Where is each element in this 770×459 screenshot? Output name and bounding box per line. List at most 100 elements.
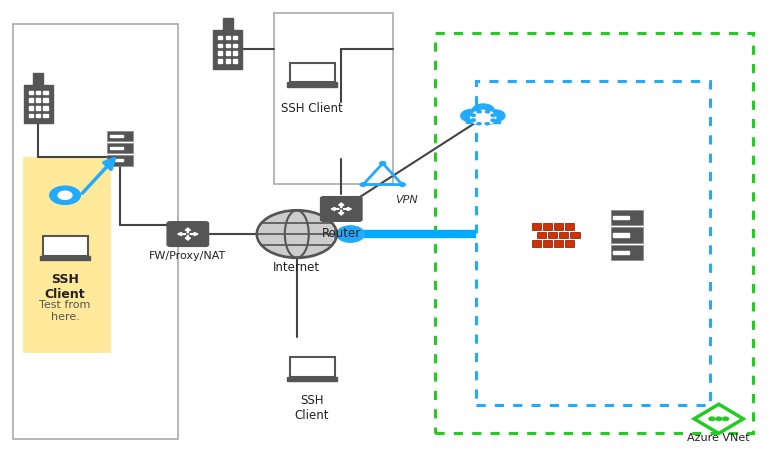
- Bar: [219, 44, 223, 47]
- FancyBboxPatch shape: [213, 30, 243, 69]
- Circle shape: [477, 123, 481, 125]
- Bar: [233, 44, 237, 47]
- Circle shape: [486, 110, 505, 122]
- FancyBboxPatch shape: [33, 73, 43, 84]
- Circle shape: [723, 417, 728, 420]
- Circle shape: [470, 116, 477, 119]
- Circle shape: [336, 226, 364, 242]
- Bar: [109, 159, 122, 162]
- Text: SSH
Client: SSH Client: [295, 394, 330, 422]
- Bar: [109, 147, 122, 149]
- Circle shape: [59, 191, 72, 199]
- FancyBboxPatch shape: [611, 245, 643, 260]
- Bar: [565, 241, 574, 247]
- Circle shape: [470, 115, 484, 124]
- Bar: [109, 134, 122, 137]
- Bar: [226, 59, 229, 63]
- Bar: [29, 114, 33, 118]
- Text: Internet: Internet: [273, 261, 320, 274]
- Bar: [531, 223, 541, 230]
- Circle shape: [474, 112, 479, 115]
- Circle shape: [482, 115, 497, 124]
- FancyBboxPatch shape: [611, 227, 643, 243]
- Circle shape: [477, 114, 490, 122]
- Bar: [554, 241, 563, 247]
- FancyBboxPatch shape: [107, 155, 133, 166]
- FancyArrow shape: [339, 210, 344, 215]
- Circle shape: [485, 111, 490, 113]
- Circle shape: [360, 183, 366, 186]
- Circle shape: [490, 116, 496, 119]
- Circle shape: [480, 122, 486, 125]
- FancyBboxPatch shape: [107, 131, 133, 141]
- Bar: [571, 232, 580, 239]
- Bar: [226, 51, 229, 55]
- Circle shape: [487, 112, 493, 115]
- FancyBboxPatch shape: [13, 24, 178, 439]
- Circle shape: [400, 183, 405, 186]
- Bar: [537, 232, 546, 239]
- Bar: [548, 232, 557, 239]
- Circle shape: [471, 119, 475, 121]
- FancyBboxPatch shape: [42, 236, 88, 256]
- Circle shape: [380, 162, 386, 165]
- Bar: [565, 223, 574, 230]
- Circle shape: [485, 123, 489, 125]
- FancyBboxPatch shape: [24, 84, 53, 123]
- FancyBboxPatch shape: [290, 357, 334, 377]
- FancyBboxPatch shape: [290, 63, 334, 83]
- Bar: [219, 51, 223, 55]
- Circle shape: [477, 111, 481, 113]
- Circle shape: [716, 417, 721, 420]
- Bar: [36, 114, 40, 118]
- Bar: [219, 36, 223, 39]
- Bar: [613, 251, 629, 254]
- Bar: [29, 98, 33, 102]
- FancyBboxPatch shape: [466, 116, 500, 123]
- FancyBboxPatch shape: [40, 256, 90, 260]
- FancyBboxPatch shape: [287, 377, 337, 381]
- FancyArrow shape: [185, 228, 190, 233]
- Bar: [219, 59, 223, 63]
- Text: FW/Proxy/NAT: FW/Proxy/NAT: [149, 252, 226, 261]
- FancyArrow shape: [339, 203, 344, 207]
- Circle shape: [491, 114, 495, 117]
- Bar: [29, 106, 33, 110]
- Bar: [554, 223, 563, 230]
- Bar: [36, 91, 40, 94]
- FancyBboxPatch shape: [287, 83, 337, 87]
- FancyArrow shape: [178, 232, 186, 235]
- FancyArrow shape: [343, 207, 351, 211]
- Bar: [29, 91, 33, 94]
- FancyBboxPatch shape: [274, 13, 393, 184]
- FancyBboxPatch shape: [23, 157, 111, 353]
- FancyArrow shape: [331, 207, 339, 211]
- Bar: [543, 241, 552, 247]
- Bar: [43, 91, 48, 94]
- FancyBboxPatch shape: [320, 196, 362, 221]
- Text: SSH
Client: SSH Client: [45, 273, 85, 301]
- Bar: [543, 223, 552, 230]
- FancyArrow shape: [190, 232, 198, 235]
- Bar: [226, 36, 229, 39]
- Circle shape: [471, 114, 475, 117]
- Circle shape: [480, 110, 486, 114]
- Bar: [233, 51, 237, 55]
- Text: SSH Client: SSH Client: [281, 102, 343, 115]
- FancyBboxPatch shape: [167, 222, 209, 246]
- Bar: [226, 44, 229, 47]
- Circle shape: [491, 119, 495, 122]
- Text: Router: Router: [322, 227, 361, 240]
- Bar: [233, 36, 237, 39]
- FancyBboxPatch shape: [107, 143, 133, 153]
- FancyBboxPatch shape: [611, 210, 643, 225]
- Text: Test from
here.: Test from here.: [39, 300, 91, 322]
- Bar: [559, 232, 568, 239]
- Bar: [43, 114, 48, 118]
- Bar: [43, 98, 48, 102]
- Bar: [613, 216, 629, 219]
- Bar: [531, 241, 541, 247]
- Bar: [36, 106, 40, 110]
- Circle shape: [259, 212, 335, 257]
- Circle shape: [487, 120, 493, 123]
